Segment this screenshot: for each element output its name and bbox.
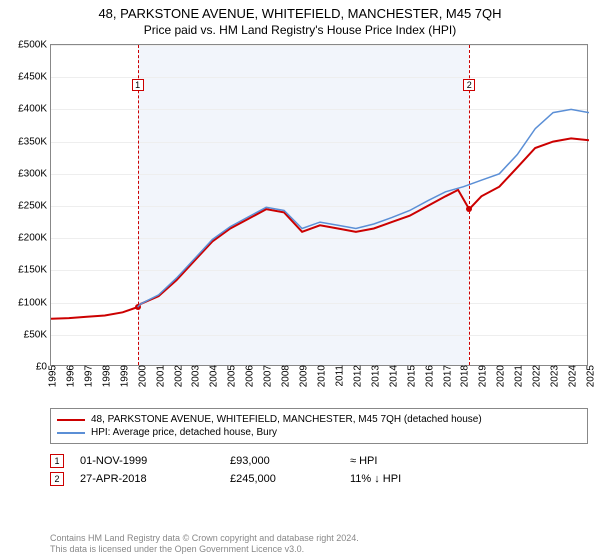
chart-legend: 48, PARKSTONE AVENUE, WHITEFIELD, MANCHE… xyxy=(50,408,588,444)
x-tick-label: 2021 xyxy=(510,365,525,387)
chart-title: 48, PARKSTONE AVENUE, WHITEFIELD, MANCHE… xyxy=(0,0,600,21)
chart-plot-area: £0£50K£100K£150K£200K£250K£300K£350K£400… xyxy=(50,44,588,366)
legend-label: HPI: Average price, detached house, Bury xyxy=(91,427,277,438)
y-tick-label: £500K xyxy=(18,40,51,51)
y-tick-label: £400K xyxy=(18,104,51,115)
y-tick-label: £300K xyxy=(18,168,51,179)
x-tick-label: 2003 xyxy=(187,365,202,387)
chart-subtitle: Price paid vs. HM Land Registry's House … xyxy=(0,21,600,37)
sales-row-index: 1 xyxy=(50,454,64,468)
legend-swatch xyxy=(57,432,85,434)
legend-item: 48, PARKSTONE AVENUE, WHITEFIELD, MANCHE… xyxy=(57,413,581,426)
x-tick-label: 2010 xyxy=(313,365,328,387)
sales-row-index: 2 xyxy=(50,472,64,486)
x-tick-label: 2016 xyxy=(420,365,435,387)
y-tick-label: £50K xyxy=(24,329,51,340)
sales-row-delta: 11% ↓ HPI xyxy=(350,473,588,485)
x-tick-label: 2004 xyxy=(205,365,220,387)
x-tick-label: 2025 xyxy=(582,365,597,387)
footer-attribution: Contains HM Land Registry data © Crown c… xyxy=(50,533,359,556)
sales-row: 1 01-NOV-1999£93,000≈ HPI xyxy=(50,452,588,470)
x-tick-label: 2022 xyxy=(528,365,543,387)
series-hpi xyxy=(138,109,589,307)
sales-row-delta: ≈ HPI xyxy=(350,455,588,467)
sales-row-price: £93,000 xyxy=(230,455,350,467)
x-tick-label: 2012 xyxy=(348,365,363,387)
x-tick-label: 1995 xyxy=(44,365,59,387)
x-tick-label: 2006 xyxy=(241,365,256,387)
x-tick-label: 1996 xyxy=(61,365,76,387)
y-tick-label: £150K xyxy=(18,265,51,276)
x-tick-label: 2020 xyxy=(492,365,507,387)
sales-row: 2 27-APR-2018£245,00011% ↓ HPI xyxy=(50,470,588,488)
x-tick-label: 2014 xyxy=(384,365,399,387)
y-tick-label: £350K xyxy=(18,136,51,147)
legend-item: HPI: Average price, detached house, Bury xyxy=(57,426,581,439)
x-tick-label: 2019 xyxy=(474,365,489,387)
legend-swatch xyxy=(57,419,85,421)
x-tick-label: 1999 xyxy=(115,365,130,387)
sales-row-date: 27-APR-2018 xyxy=(80,473,230,485)
x-tick-label: 1997 xyxy=(79,365,94,387)
footer-line: This data is licensed under the Open Gov… xyxy=(50,544,359,556)
x-tick-label: 2008 xyxy=(277,365,292,387)
y-tick-label: £450K xyxy=(18,72,51,83)
footer-line: Contains HM Land Registry data © Crown c… xyxy=(50,533,359,545)
y-tick-label: £250K xyxy=(18,201,51,212)
sales-table: 1 01-NOV-1999£93,000≈ HPI 2 27-APR-2018£245… xyxy=(50,452,588,488)
x-tick-label: 2002 xyxy=(169,365,184,387)
x-tick-label: 2013 xyxy=(366,365,381,387)
legend-label: 48, PARKSTONE AVENUE, WHITEFIELD, MANCHE… xyxy=(91,414,482,425)
x-tick-label: 2023 xyxy=(546,365,561,387)
series-svg xyxy=(51,45,589,367)
y-tick-label: £200K xyxy=(18,233,51,244)
x-tick-label: 2007 xyxy=(259,365,274,387)
x-tick-label: 2018 xyxy=(456,365,471,387)
series-property xyxy=(51,138,589,318)
x-tick-label: 2005 xyxy=(223,365,238,387)
x-tick-label: 2009 xyxy=(295,365,310,387)
sales-row-date: 01-NOV-1999 xyxy=(80,455,230,467)
x-tick-label: 2015 xyxy=(402,365,417,387)
sales-row-price: £245,000 xyxy=(230,473,350,485)
x-tick-label: 2011 xyxy=(330,365,345,387)
x-tick-label: 2001 xyxy=(151,365,166,387)
x-tick-label: 1998 xyxy=(97,365,112,387)
x-tick-label: 2000 xyxy=(133,365,148,387)
x-tick-label: 2024 xyxy=(564,365,579,387)
x-tick-label: 2017 xyxy=(438,365,453,387)
y-tick-label: £100K xyxy=(18,297,51,308)
